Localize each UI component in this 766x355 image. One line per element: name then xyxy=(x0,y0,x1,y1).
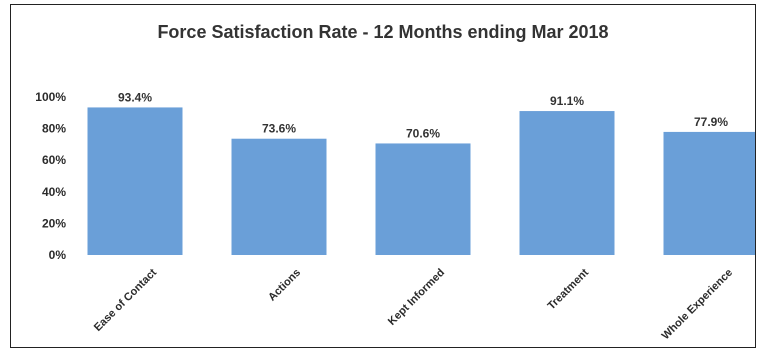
chart-frame: Force Satisfaction Rate - 12 Months endi… xyxy=(10,4,756,348)
bar-chart: Force Satisfaction Rate - 12 Months endi… xyxy=(35,22,755,342)
bar xyxy=(519,111,615,255)
data-label: 73.6% xyxy=(262,122,296,136)
y-tick-label: 60% xyxy=(42,153,66,167)
x-tick-label: Ease of Contact xyxy=(92,266,160,334)
chart-title: Force Satisfaction Rate - 12 Months endi… xyxy=(157,22,608,42)
x-tick-label: Kept Informed xyxy=(386,267,447,328)
data-labels: 93.4% 73.6% 70.6% 91.1% 77.9% xyxy=(118,90,728,140)
bar xyxy=(231,138,327,255)
x-axis: Ease of Contact Actions Kept Informed Treat… xyxy=(92,266,735,342)
data-label: 91.1% xyxy=(550,94,584,108)
bar xyxy=(663,131,755,255)
y-tick-label: 20% xyxy=(42,216,66,230)
data-label: 93.4% xyxy=(118,90,152,104)
y-tick-label: 0% xyxy=(49,248,67,262)
x-tick-label: Treatment xyxy=(545,266,591,312)
data-label: 70.6% xyxy=(406,126,440,140)
bar xyxy=(87,107,183,255)
y-axis: 0% 20% 40% 60% 80% 100% xyxy=(35,90,66,262)
bar xyxy=(375,143,471,255)
x-tick-label: Actions xyxy=(266,267,303,304)
x-tick-label: Whole Experience xyxy=(660,267,735,342)
y-tick-label: 40% xyxy=(42,185,66,199)
y-tick-label: 100% xyxy=(35,90,66,104)
bars xyxy=(87,107,755,255)
data-label: 77.9% xyxy=(694,115,728,129)
y-tick-label: 80% xyxy=(42,122,66,136)
